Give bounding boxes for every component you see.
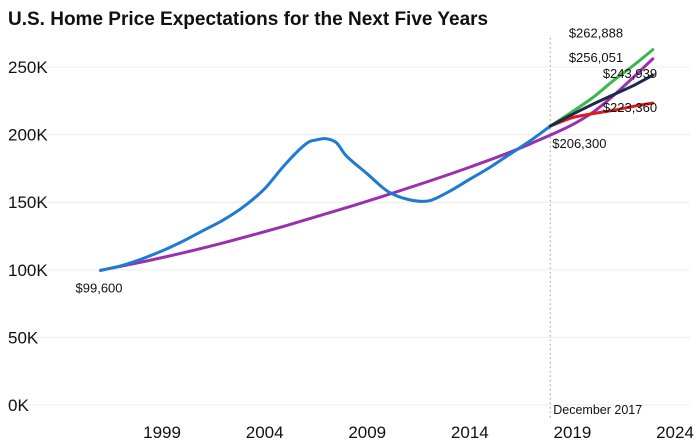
x-tick-label: 2014	[451, 423, 489, 442]
series-line	[99, 57, 655, 272]
y-tick-label: 200K	[8, 126, 48, 145]
series-line	[548, 48, 655, 128]
series-line	[99, 124, 552, 272]
y-tick-label: 50K	[8, 328, 39, 347]
x-tick-label: 2009	[348, 423, 386, 442]
value-label: $256,051	[569, 50, 623, 65]
y-tick-label: 150K	[8, 193, 48, 212]
series-line	[548, 73, 655, 128]
axis-labels: 0K 50K 100K 150K 200K 250K 1999 2004 2009 2014 201…	[8, 58, 694, 442]
value-label: $99,600	[76, 280, 123, 295]
y-tick-label: 100K	[8, 261, 48, 280]
value-label: $243,939	[603, 66, 657, 81]
y-tick-label: 250K	[8, 58, 48, 77]
series-lines	[99, 48, 655, 272]
x-tick-label: 1999	[143, 423, 181, 442]
gridlines	[8, 38, 690, 418]
x-tick-label: 2004	[246, 423, 284, 442]
series-line	[548, 101, 655, 128]
value-label: $262,888	[569, 26, 623, 41]
y-tick-label: 0K	[8, 396, 29, 415]
reference-line-label: December 2017	[553, 403, 642, 417]
value-label: $223,360	[603, 100, 657, 115]
x-tick-label: 2024	[656, 423, 694, 442]
chart-title: U.S. Home Price Expectations for the Nex…	[8, 9, 488, 30]
x-tick-label: 2019	[553, 423, 591, 442]
value-label: $206,300	[552, 136, 606, 151]
value-annotations: $99,600 $206,300 $262,888 $256,051$243,939 $…	[76, 26, 658, 296]
